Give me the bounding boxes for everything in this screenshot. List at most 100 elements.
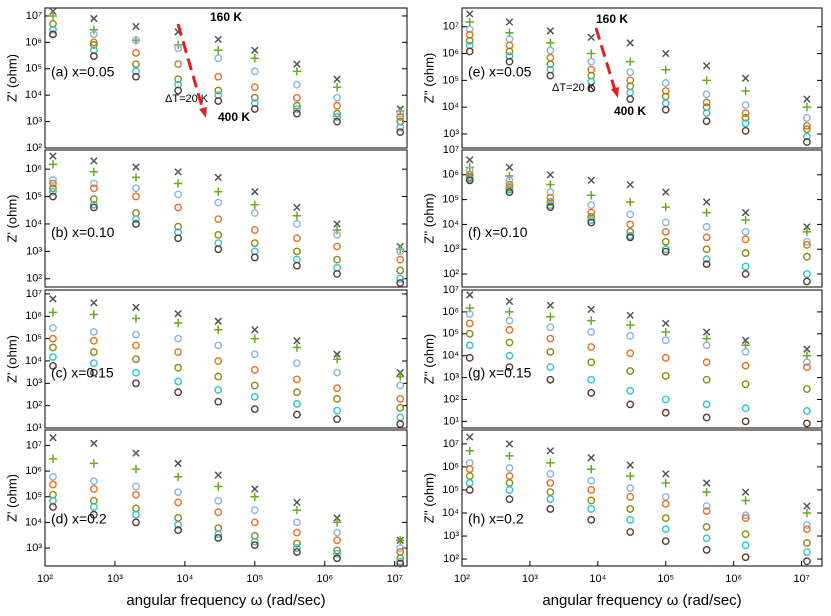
data-point: [49, 295, 57, 303]
data-point: [587, 476, 596, 485]
data-point: [293, 498, 301, 507]
data-point: [626, 349, 635, 358]
annotation: ΔT=20 K: [165, 93, 209, 105]
plot-frame: [461, 289, 823, 429]
data-point: [466, 291, 474, 299]
data-point: [49, 433, 57, 442]
data-point: [49, 152, 57, 160]
data-point: [292, 505, 302, 515]
data-point: [661, 247, 670, 256]
data-point: [250, 226, 259, 234]
data-point: [89, 179, 98, 188]
data-point: [89, 503, 98, 511]
data-point: [293, 359, 301, 368]
x-axis-label: angular frequency ω (rad/sec): [542, 592, 741, 609]
data-point: [741, 101, 750, 109]
y-tick-label: 10⁵: [442, 328, 459, 340]
data-point: [250, 105, 259, 113]
data-point: [250, 83, 259, 92]
data-point: [505, 495, 514, 504]
data-point: [333, 109, 341, 118]
data-point: [741, 262, 750, 271]
data-point: [250, 537, 259, 546]
y-tick-label: 10⁵: [25, 491, 42, 503]
y-tick-label: 10⁵: [442, 194, 459, 206]
data-point: [49, 25, 57, 34]
data-point: [661, 336, 670, 345]
arrow-shaft: [176, 23, 205, 111]
data-point: [49, 179, 57, 188]
y-tick-label: 10⁶: [442, 306, 459, 318]
data-point: [702, 534, 711, 543]
data-point: [587, 208, 596, 217]
x-axis-label: angular frequency ω (rad/sec): [126, 592, 325, 609]
data-point: [587, 454, 595, 462]
y-tick-label: 10⁷: [443, 144, 459, 156]
data-point: [465, 479, 474, 487]
data-point: [741, 119, 750, 128]
data-point: [661, 499, 670, 508]
data-point: [292, 211, 302, 220]
data-point: [131, 464, 141, 474]
data-point: [741, 249, 750, 257]
data-point: [546, 46, 555, 55]
data-point: [333, 270, 341, 278]
data-point: [803, 113, 811, 122]
data-point: [132, 215, 140, 224]
x-tick-label: 10³: [522, 573, 538, 585]
data-point: [661, 408, 670, 417]
panel-label: (e) x=0.05: [468, 64, 532, 80]
data-point: [803, 358, 811, 367]
data-point: [661, 87, 670, 95]
data-point: [214, 72, 223, 81]
data-point: [803, 345, 811, 353]
data-point: [661, 327, 670, 337]
data-point: [49, 334, 57, 343]
data-point: [466, 433, 474, 441]
y-axis-label: Z' (ohm): [4, 474, 19, 522]
data-point: [465, 458, 474, 467]
data-point: [214, 86, 223, 95]
data-point: [466, 10, 474, 18]
data-point: [702, 208, 711, 217]
data-point: [250, 67, 259, 76]
y-tick-label: 10⁴: [442, 218, 459, 230]
data-point: [662, 188, 670, 196]
data-point: [702, 328, 711, 336]
data-point: [132, 163, 140, 171]
data-point: [174, 203, 182, 212]
data-point: [626, 484, 635, 493]
data-point: [90, 14, 98, 23]
data-point: [89, 477, 98, 486]
data-point: [661, 218, 670, 227]
panel-label: (c) x=0.15: [51, 365, 114, 381]
data-point: [803, 385, 811, 393]
y-tick-label: 10⁵: [25, 190, 42, 202]
data-point: [741, 514, 750, 522]
x-tick-label: 10⁴: [176, 573, 193, 585]
data-point: [465, 25, 474, 34]
data-point: [174, 388, 182, 397]
data-point: [741, 361, 750, 370]
data-point: [546, 188, 555, 197]
data-point: [587, 305, 595, 314]
y-tick-label: 10⁷: [443, 438, 459, 450]
panel: 10³ 10⁴ 10⁵ 10⁶ 10⁷ Z'' (ohm) (e) x=0.05 160 K Δ…: [421, 7, 823, 149]
data-point: [132, 184, 140, 193]
panel-label: (f) x=0.10: [468, 224, 528, 240]
data-point: [132, 379, 140, 388]
data-point: [465, 310, 474, 318]
data-point: [702, 98, 711, 107]
data-point: [587, 505, 596, 513]
x-tick-label: 10⁴: [589, 573, 606, 585]
data-point: [174, 334, 182, 343]
data-point: [333, 406, 341, 415]
data-point: [333, 368, 341, 377]
data-point: [174, 310, 182, 318]
data-point: [396, 274, 405, 283]
data-point: [132, 60, 140, 69]
x-tick-label: 10⁷: [387, 573, 403, 585]
y-tick-label: 10³: [443, 243, 459, 255]
plot-frame: [461, 149, 823, 288]
data-point: [214, 230, 223, 239]
